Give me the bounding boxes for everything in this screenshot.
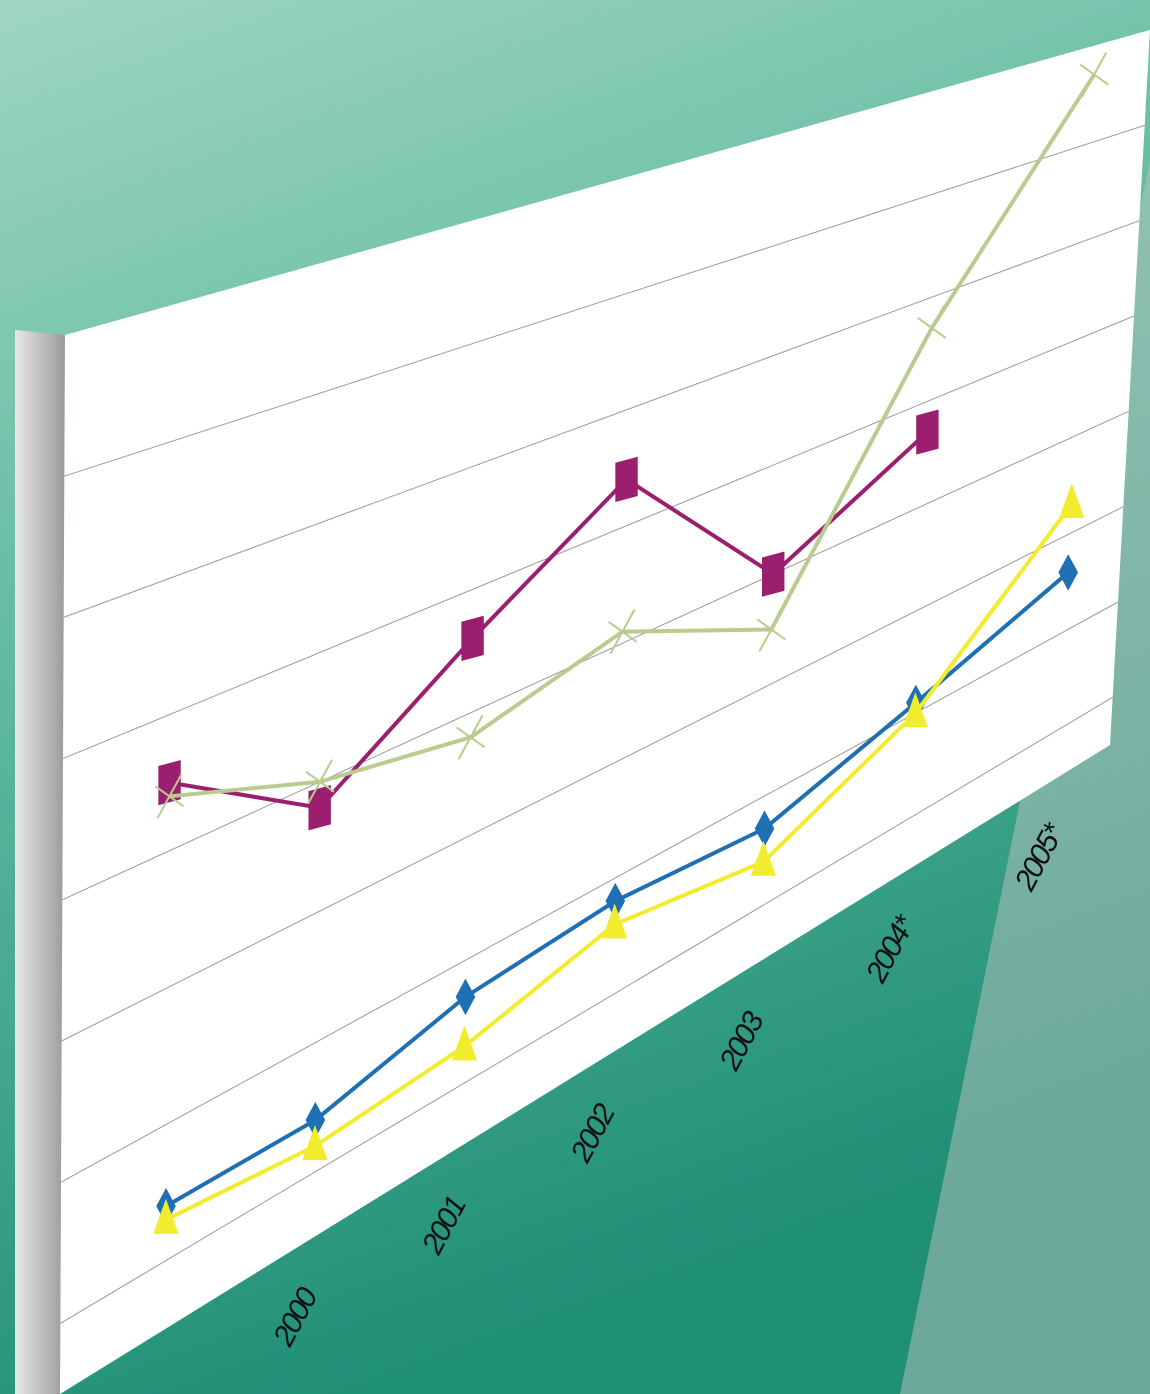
- marker: [154, 773, 185, 819]
- marker: [756, 606, 786, 652]
- marker: [902, 692, 929, 728]
- panel-edge: [15, 330, 65, 1394]
- grid-line: [62, 410, 1129, 901]
- marker: [153, 1198, 179, 1234]
- marker: [605, 882, 626, 920]
- marker: [1059, 483, 1085, 519]
- grid-line: [61, 506, 1124, 1042]
- marker: [1058, 554, 1079, 591]
- marker: [762, 551, 785, 597]
- panel: [60, 30, 1150, 1394]
- marker: [754, 810, 775, 847]
- marker: [305, 1101, 326, 1139]
- marker: [455, 978, 476, 1016]
- marker: [456, 714, 486, 760]
- grid-line: [60, 696, 1113, 1324]
- marker: [916, 409, 939, 455]
- marker: [451, 1025, 478, 1061]
- marker: [461, 615, 484, 661]
- marker: [607, 609, 638, 655]
- marker: [1079, 52, 1109, 98]
- series-line: [169, 430, 929, 810]
- marker: [917, 305, 947, 351]
- marker: [602, 903, 628, 939]
- marker: [615, 456, 638, 502]
- grid-line: [60, 601, 1119, 1183]
- marker: [302, 1125, 328, 1161]
- grid-line: [62, 315, 1135, 760]
- marker: [305, 759, 335, 805]
- marker: [308, 785, 331, 831]
- marker: [750, 840, 776, 876]
- grid-line: [64, 124, 1145, 477]
